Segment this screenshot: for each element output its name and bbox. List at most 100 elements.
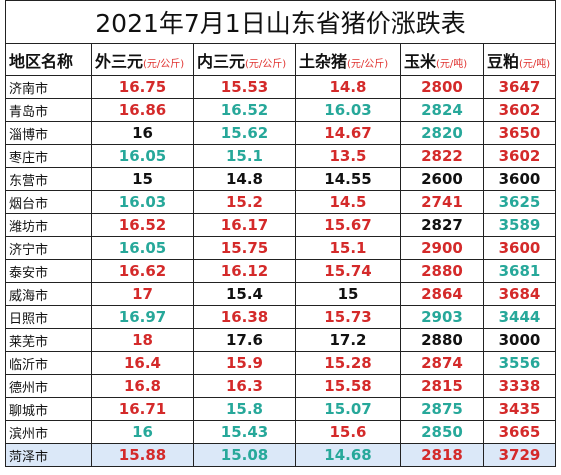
header-unit: (元/公斤)	[245, 58, 287, 70]
price-cell: 15.4	[193, 282, 296, 306]
table-row: 淄博市 16 15.62 14.67 2820 3650	[5, 121, 556, 145]
price-cell: 14.67	[295, 121, 401, 145]
price-cell: 2741	[400, 190, 484, 214]
table-row: 聊城市 16.71 15.8 15.07 2875 3435	[5, 397, 556, 421]
price-cell: 3625	[483, 190, 556, 214]
table-row: 临沂市 16.4 15.9 15.28 2874 3556	[5, 351, 556, 375]
price-cell: 2900	[400, 236, 484, 260]
region-cell: 泰安市	[5, 259, 92, 283]
region-cell: 青岛市	[5, 98, 92, 122]
table-row: 德州市 16.8 16.3 15.58 2815 3338	[5, 374, 556, 398]
table-row: 济南市 16.75 15.53 14.8 2800 3647	[5, 75, 556, 99]
price-cell: 15.62	[193, 121, 296, 145]
price-cell: 15.28	[295, 351, 401, 375]
header-cell: 玉米(元/吨)	[400, 43, 484, 76]
header-cell: 内三元(元/公斤)	[193, 43, 296, 76]
price-cell: 15.9	[193, 351, 296, 375]
region-cell: 烟台市	[5, 190, 92, 214]
region-cell: 济宁市	[5, 236, 92, 260]
region-cell: 淄博市	[5, 121, 92, 145]
price-cell: 2875	[400, 397, 484, 421]
header-unit: (元/公斤)	[143, 58, 185, 70]
header-cell: 外三元(元/公斤)	[91, 43, 194, 76]
price-cell: 14.8	[193, 167, 296, 191]
price-cell: 16.4	[91, 351, 194, 375]
price-cell: 15	[295, 282, 401, 306]
price-cell: 15.2	[193, 190, 296, 214]
price-cell: 3435	[483, 397, 556, 421]
price-cell: 16.38	[193, 305, 296, 329]
table-row: 日照市 16.97 16.38 15.73 2903 3444	[5, 305, 556, 329]
region-cell: 潍坊市	[5, 213, 92, 237]
price-cell: 16.17	[193, 213, 296, 237]
price-cell: 15.07	[295, 397, 401, 421]
price-cell: 3681	[483, 259, 556, 283]
price-cell: 16.52	[91, 213, 194, 237]
table-row: 菏泽市 15.88 15.08 14.68 2818 3729	[5, 443, 556, 467]
price-cell: 15.58	[295, 374, 401, 398]
header-name: 地区名称	[9, 51, 74, 71]
table-row: 威海市 17 15.4 15 2864 3684	[5, 282, 556, 306]
price-cell: 16.71	[91, 397, 194, 421]
table-row: 莱芜市 18 17.6 17.2 2880 3000	[5, 328, 556, 352]
price-cell: 3000	[483, 328, 556, 352]
table-row: 东营市 15 14.8 14.55 2600 3600	[5, 167, 556, 191]
header-cell: 土杂猪(元/公斤)	[295, 43, 401, 76]
price-cell: 3338	[483, 374, 556, 398]
header-unit: (元/公斤)	[347, 58, 389, 70]
price-cell: 2822	[400, 144, 484, 168]
header-name: 内三元	[197, 51, 246, 71]
price-cell: 2815	[400, 374, 484, 398]
price-cell: 15.43	[193, 420, 296, 444]
price-cell: 3600	[483, 167, 556, 191]
header-row: 地区名称 外三元(元/公斤) 内三元(元/公斤) 土杂猪(元/公斤) 玉米(元/吨) 豆粕…	[5, 43, 556, 76]
table-title: 2021年7月1日山东省猪价涨跌表	[5, 0, 556, 44]
price-cell: 17.6	[193, 328, 296, 352]
title-row: 2021年7月1日山东省猪价涨跌表	[5, 0, 556, 44]
price-cell: 15.53	[193, 75, 296, 99]
price-cell: 16.97	[91, 305, 194, 329]
region-cell: 临沂市	[5, 351, 92, 375]
region-cell: 德州市	[5, 374, 92, 398]
price-cell: 14.5	[295, 190, 401, 214]
table-row: 滨州市 16 15.43 15.6 2850 3665	[5, 420, 556, 444]
region-cell: 枣庄市	[5, 144, 92, 168]
price-cell: 15.1	[295, 236, 401, 260]
price-cell: 2850	[400, 420, 484, 444]
price-cell: 2800	[400, 75, 484, 99]
price-cell: 2827	[400, 213, 484, 237]
price-cell: 16.75	[91, 75, 194, 99]
price-cell: 3589	[483, 213, 556, 237]
price-cell: 3600	[483, 236, 556, 260]
price-cell: 2874	[400, 351, 484, 375]
price-cell: 3650	[483, 121, 556, 145]
price-cell: 2824	[400, 98, 484, 122]
price-cell: 14.68	[295, 443, 401, 467]
price-cell: 17.2	[295, 328, 401, 352]
table-row: 潍坊市 16.52 16.17 15.67 2827 3589	[5, 213, 556, 237]
header-name: 玉米	[404, 51, 437, 71]
price-cell: 15.88	[91, 443, 194, 467]
header-cell: 豆粕(元/吨)	[483, 43, 556, 76]
price-cell: 3444	[483, 305, 556, 329]
price-cell: 14.8	[295, 75, 401, 99]
price-cell: 15.67	[295, 213, 401, 237]
price-cell: 16.3	[193, 374, 296, 398]
region-cell: 东营市	[5, 167, 92, 191]
price-cell: 13.5	[295, 144, 401, 168]
header-cell: 地区名称	[5, 43, 92, 76]
region-cell: 威海市	[5, 282, 92, 306]
price-cell: 16.03	[91, 190, 194, 214]
price-cell: 3665	[483, 420, 556, 444]
header-name: 豆粕	[487, 51, 520, 71]
table-body: 济南市 16.75 15.53 14.8 2800 3647 青岛市 16.86 16.52 16…	[5, 75, 556, 467]
price-cell: 16.62	[91, 259, 194, 283]
price-cell: 15.75	[193, 236, 296, 260]
price-cell: 16	[91, 420, 194, 444]
price-cell: 15.8	[193, 397, 296, 421]
price-cell: 17	[91, 282, 194, 306]
header-name: 土杂猪	[299, 51, 348, 71]
price-cell: 15.08	[193, 443, 296, 467]
price-cell: 2818	[400, 443, 484, 467]
